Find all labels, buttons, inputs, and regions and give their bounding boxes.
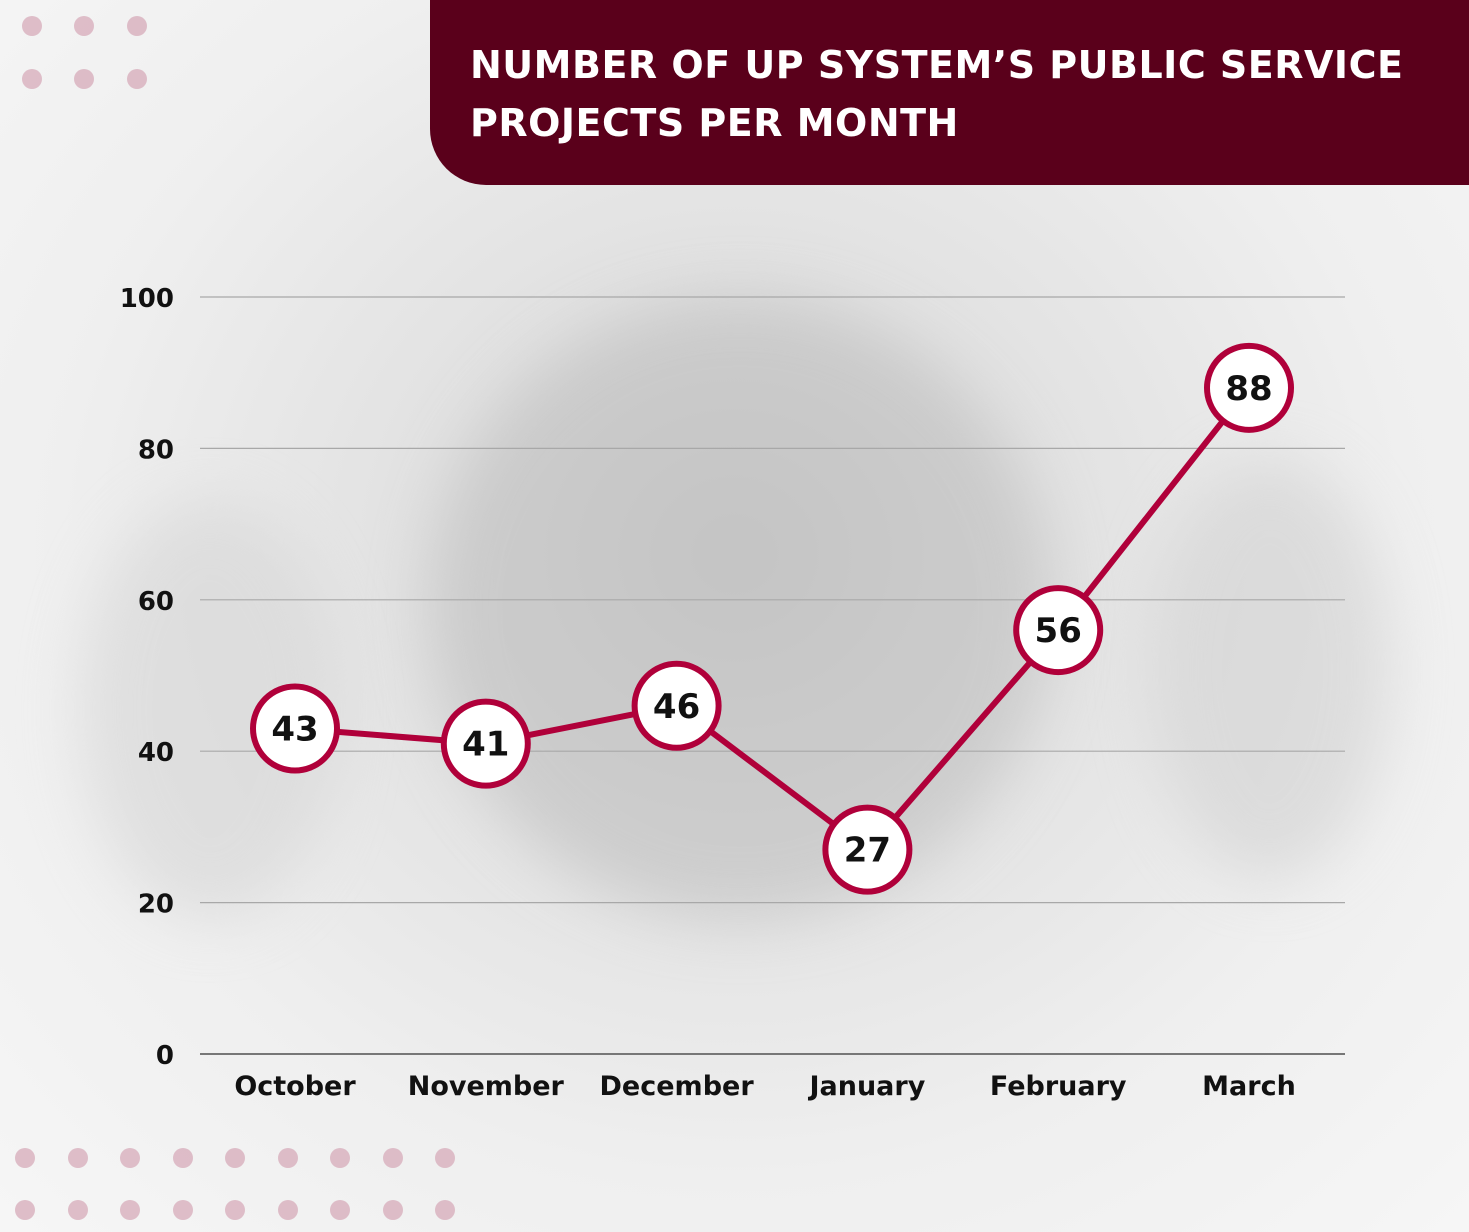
data-point-marker xyxy=(1013,585,1104,676)
y-tick-label: 60 xyxy=(138,587,174,617)
decorative-dot xyxy=(277,1200,298,1220)
data-label: 43 xyxy=(271,709,318,749)
decorative-dot xyxy=(382,1200,403,1220)
decorative-dot xyxy=(435,1200,455,1220)
x-tick-label: January xyxy=(807,1071,925,1102)
x-tick-label: October xyxy=(234,1071,356,1102)
x-tick-label: November xyxy=(408,1071,565,1102)
data-label: 41 xyxy=(462,725,509,765)
y-tick-label: 100 xyxy=(120,284,174,314)
decorative-dot xyxy=(225,1148,245,1168)
decorative-dot xyxy=(435,1148,455,1168)
decorative-dot xyxy=(67,1200,88,1220)
data-point-marker xyxy=(822,804,913,895)
decorative-dot xyxy=(330,1200,350,1220)
decorative-dot xyxy=(277,1148,298,1168)
data-label: 27 xyxy=(844,831,891,871)
decorative-dot xyxy=(15,1200,35,1220)
y-tick-label: 0 xyxy=(156,1041,174,1071)
data-label: 56 xyxy=(1035,611,1082,651)
decorative-dot xyxy=(382,1148,403,1168)
data-label: 88 xyxy=(1225,369,1272,409)
data-point-marker xyxy=(631,660,722,751)
x-tick-label: March xyxy=(1202,1071,1296,1102)
decorative-dot xyxy=(120,1148,140,1168)
decorative-dot xyxy=(225,1200,245,1220)
series-line xyxy=(292,384,1252,853)
decorative-dot xyxy=(330,1148,350,1168)
chart-title: NUMBER OF UP SYSTEM’S PUBLIC SERVICE PRO… xyxy=(470,43,1404,145)
data-point-marker xyxy=(1204,342,1294,433)
decorative-dot xyxy=(172,1148,193,1168)
data-label: 46 xyxy=(653,687,700,727)
background-blur xyxy=(430,300,1050,920)
data-point-marker xyxy=(440,698,531,789)
y-tick-label: 40 xyxy=(138,738,174,768)
y-tick-label: 80 xyxy=(138,435,174,465)
decorative-dot xyxy=(120,1200,140,1220)
background-blur xyxy=(1150,460,1390,880)
decorative-dot xyxy=(67,1148,88,1168)
decorative-dot xyxy=(172,1200,193,1220)
decorative-dot xyxy=(15,1148,35,1168)
x-tick-label: December xyxy=(600,1071,755,1102)
title-banner xyxy=(430,0,1469,185)
data-point-marker xyxy=(250,683,340,774)
x-tick-label: February xyxy=(990,1071,1127,1102)
y-tick-label: 20 xyxy=(138,890,174,920)
